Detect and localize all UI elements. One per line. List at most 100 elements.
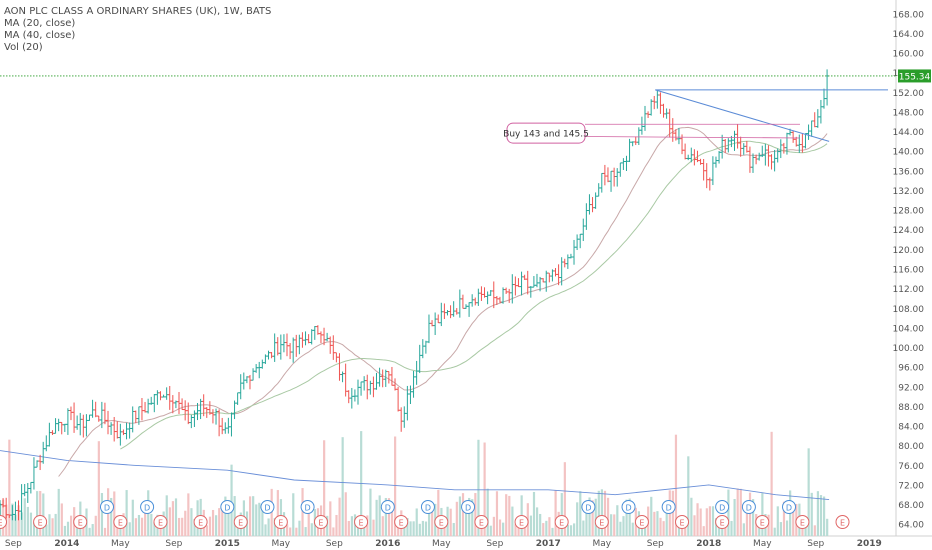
ohlc-bar xyxy=(106,410,110,435)
volume-bar xyxy=(103,527,107,536)
ohlc-bar xyxy=(593,192,598,209)
volume-bar xyxy=(458,496,462,536)
y-tick-label: 68.00 xyxy=(898,501,924,511)
ohlc-bar xyxy=(254,364,258,373)
ohlc-bar xyxy=(590,197,595,213)
ohlc-bar xyxy=(547,272,552,283)
study-volume[interactable]: Vol (20) xyxy=(4,42,43,53)
ohlc-bar xyxy=(751,153,755,173)
ohlc-bar xyxy=(211,409,215,424)
earnings-marker xyxy=(634,515,649,529)
study-ma40[interactable]: MA (40, close) xyxy=(4,30,76,41)
ohlc-bar xyxy=(633,136,638,146)
ohlc-bar xyxy=(90,399,95,418)
study-ma20[interactable]: MA (20, close) xyxy=(4,18,76,29)
volume-bar xyxy=(539,513,542,536)
x-tick-label: 2014 xyxy=(54,539,79,549)
ohlc-bar xyxy=(757,152,761,161)
volume-bar xyxy=(650,496,653,536)
ohlc-bar xyxy=(485,291,490,305)
volume-bar xyxy=(421,520,424,536)
ohlc-bar xyxy=(4,497,8,519)
volume-bar xyxy=(174,498,178,536)
ohlc-bar xyxy=(745,141,749,153)
ohlc-bar xyxy=(312,326,317,340)
ohlc-bar xyxy=(41,441,46,464)
dividend-marker-label: D xyxy=(625,504,631,513)
x-tick-label: 2016 xyxy=(375,539,400,549)
ohlc-bar xyxy=(183,400,187,421)
dividend-marker xyxy=(420,500,435,514)
ohlc-bar xyxy=(226,417,231,434)
volume-bar xyxy=(36,491,39,536)
ohlc-bar xyxy=(741,143,746,155)
x-tick-label: May xyxy=(592,539,611,549)
volume-bar xyxy=(23,498,26,536)
dividend-marker xyxy=(300,500,315,514)
ohlc-bar xyxy=(19,484,24,520)
volume-bar xyxy=(671,490,674,536)
ohlc-bar xyxy=(387,371,391,384)
volume-bar xyxy=(387,498,391,536)
volume-bar xyxy=(653,511,656,536)
volume-bar xyxy=(807,448,810,536)
ohlc-bar xyxy=(782,142,786,154)
ohlc-bar xyxy=(118,423,123,446)
y-tick-label: 104.00 xyxy=(893,324,925,334)
volume-bar xyxy=(144,506,147,536)
volume-bar xyxy=(745,501,749,536)
ohlc-bar xyxy=(803,133,808,149)
volume-bar xyxy=(304,527,307,536)
volume-bar xyxy=(54,513,57,536)
ohlc-bar xyxy=(581,218,586,242)
volume-bar xyxy=(230,464,233,536)
ohlc-bar xyxy=(519,271,524,296)
ohlc-bar xyxy=(735,124,740,149)
y-tick-label: 124.00 xyxy=(893,226,925,236)
volume-bar xyxy=(403,522,406,536)
x-tick-label: 2015 xyxy=(215,539,240,549)
ma-20-line xyxy=(58,126,828,477)
ohlc-bar xyxy=(177,391,181,414)
earnings-marker xyxy=(354,515,369,529)
volume-bar xyxy=(492,516,495,536)
volume-bar xyxy=(119,525,122,536)
ohlc-bar xyxy=(303,331,308,346)
ohlc-bar xyxy=(544,270,549,292)
ohlc-bar xyxy=(566,254,570,269)
volume-bar xyxy=(631,522,634,536)
earnings-marker xyxy=(233,515,248,529)
ohlc-bar xyxy=(467,302,471,317)
volume-bar xyxy=(221,506,224,536)
ohlc-bar xyxy=(439,302,444,327)
ohlc-bar xyxy=(754,154,758,165)
volume-bar xyxy=(674,434,678,536)
ohlc-bar xyxy=(81,414,86,438)
ohlc-bar xyxy=(325,332,329,342)
volume-bar xyxy=(770,431,773,536)
volume-bar xyxy=(816,491,820,536)
x-tick-label: Sep xyxy=(326,539,343,549)
volume-bar xyxy=(100,493,104,536)
earnings-marker xyxy=(434,515,449,529)
volume-bar xyxy=(394,436,397,536)
volume-bar xyxy=(551,527,554,536)
earnings-marker xyxy=(755,515,770,529)
ohlc-bar xyxy=(652,95,657,110)
volume-bar xyxy=(625,499,628,536)
volume-bar xyxy=(375,499,378,536)
y-tick-label: 72.00 xyxy=(898,481,924,491)
earnings-marker-label: E xyxy=(840,519,845,528)
ohlc-bar xyxy=(50,430,55,435)
volume-bar xyxy=(708,506,712,536)
volume-bar xyxy=(233,496,236,536)
volume-bar xyxy=(153,522,156,536)
y-tick-label: 92.00 xyxy=(898,383,924,393)
volume-bar xyxy=(677,520,681,536)
volume-bar xyxy=(286,524,289,536)
ohlc-bar xyxy=(640,116,644,135)
volume-bar xyxy=(742,523,745,536)
volume-bar xyxy=(767,514,770,536)
volume-bar xyxy=(603,490,607,536)
